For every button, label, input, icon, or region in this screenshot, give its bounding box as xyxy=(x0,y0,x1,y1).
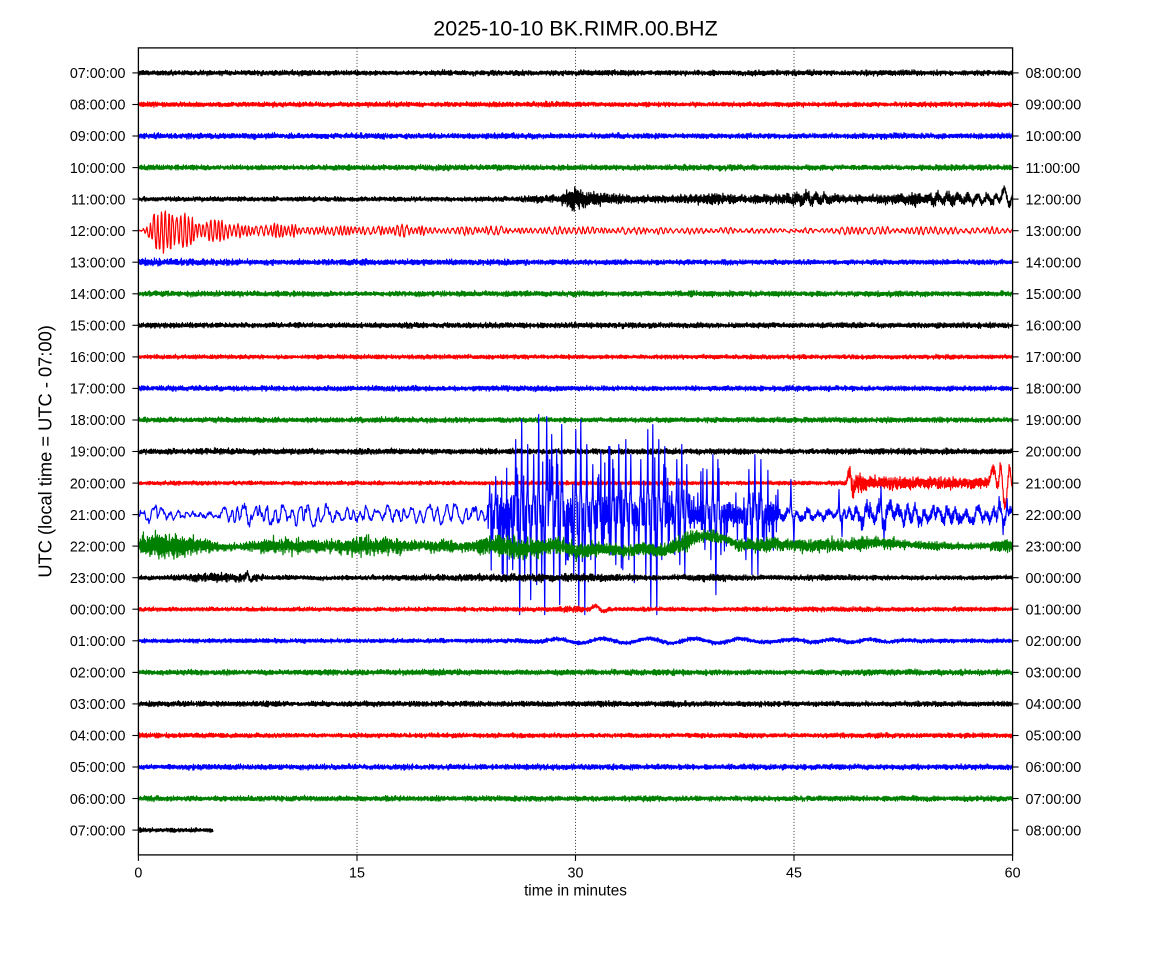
svg-text:02:00:00: 02:00:00 xyxy=(1026,634,1082,650)
svg-text:07:00:00: 07:00:00 xyxy=(70,66,126,82)
svg-text:08:00:00: 08:00:00 xyxy=(70,98,126,114)
svg-text:UTC (local time = UTC - 07:00): UTC (local time = UTC - 07:00) xyxy=(35,325,56,577)
svg-text:06:00:00: 06:00:00 xyxy=(70,792,126,808)
svg-text:05:00:00: 05:00:00 xyxy=(70,760,126,776)
svg-text:2025-10-10 BK.RIMR.00.BHZ: 2025-10-10 BK.RIMR.00.BHZ xyxy=(433,16,717,40)
svg-text:12:00:00: 12:00:00 xyxy=(70,224,126,240)
svg-text:13:00:00: 13:00:00 xyxy=(1026,224,1082,240)
svg-text:18:00:00: 18:00:00 xyxy=(1026,382,1082,398)
svg-text:09:00:00: 09:00:00 xyxy=(70,129,126,145)
svg-text:07:00:00: 07:00:00 xyxy=(1026,792,1082,808)
svg-text:21:00:00: 21:00:00 xyxy=(70,508,126,524)
svg-text:22:00:00: 22:00:00 xyxy=(1026,508,1082,524)
svg-text:08:00:00: 08:00:00 xyxy=(1026,823,1082,839)
svg-text:10:00:00: 10:00:00 xyxy=(1026,129,1082,145)
svg-text:08:00:00: 08:00:00 xyxy=(1026,66,1082,82)
svg-text:20:00:00: 20:00:00 xyxy=(1026,445,1082,461)
svg-text:15:00:00: 15:00:00 xyxy=(1026,287,1082,303)
svg-text:23:00:00: 23:00:00 xyxy=(70,571,126,587)
svg-text:01:00:00: 01:00:00 xyxy=(1026,603,1082,619)
svg-text:09:00:00: 09:00:00 xyxy=(1026,98,1082,114)
svg-text:05:00:00: 05:00:00 xyxy=(1026,729,1082,745)
svg-text:22:00:00: 22:00:00 xyxy=(70,539,126,555)
svg-text:19:00:00: 19:00:00 xyxy=(70,445,126,461)
svg-text:16:00:00: 16:00:00 xyxy=(1026,319,1082,335)
svg-text:60: 60 xyxy=(1005,865,1021,881)
svg-text:14:00:00: 14:00:00 xyxy=(70,287,126,303)
svg-text:time in minutes: time in minutes xyxy=(524,882,627,899)
svg-text:06:00:00: 06:00:00 xyxy=(1026,760,1082,776)
svg-text:13:00:00: 13:00:00 xyxy=(70,255,126,271)
svg-text:23:00:00: 23:00:00 xyxy=(1026,539,1082,555)
svg-text:04:00:00: 04:00:00 xyxy=(1026,697,1082,713)
svg-text:20:00:00: 20:00:00 xyxy=(70,476,126,492)
svg-text:00:00:00: 00:00:00 xyxy=(70,603,126,619)
svg-text:11:00:00: 11:00:00 xyxy=(1026,161,1081,177)
svg-text:00:00:00: 00:00:00 xyxy=(1026,571,1082,587)
svg-text:21:00:00: 21:00:00 xyxy=(1026,476,1082,492)
svg-text:14:00:00: 14:00:00 xyxy=(1026,255,1082,271)
svg-text:18:00:00: 18:00:00 xyxy=(70,413,126,429)
svg-text:10:00:00: 10:00:00 xyxy=(70,161,126,177)
svg-text:17:00:00: 17:00:00 xyxy=(1026,350,1082,366)
svg-text:03:00:00: 03:00:00 xyxy=(70,697,126,713)
svg-text:16:00:00: 16:00:00 xyxy=(70,350,126,366)
svg-text:19:00:00: 19:00:00 xyxy=(1026,413,1082,429)
svg-text:02:00:00: 02:00:00 xyxy=(70,666,126,682)
svg-text:07:00:00: 07:00:00 xyxy=(70,823,126,839)
svg-text:17:00:00: 17:00:00 xyxy=(70,382,126,398)
svg-text:01:00:00: 01:00:00 xyxy=(70,634,126,650)
svg-text:0: 0 xyxy=(134,865,142,881)
svg-text:11:00:00: 11:00:00 xyxy=(71,192,126,208)
svg-text:30: 30 xyxy=(568,865,584,881)
svg-text:03:00:00: 03:00:00 xyxy=(1026,666,1082,682)
svg-text:15:00:00: 15:00:00 xyxy=(70,319,126,335)
svg-text:12:00:00: 12:00:00 xyxy=(1026,192,1082,208)
svg-text:15: 15 xyxy=(349,865,365,881)
svg-text:45: 45 xyxy=(786,865,802,881)
svg-text:04:00:00: 04:00:00 xyxy=(70,729,126,745)
